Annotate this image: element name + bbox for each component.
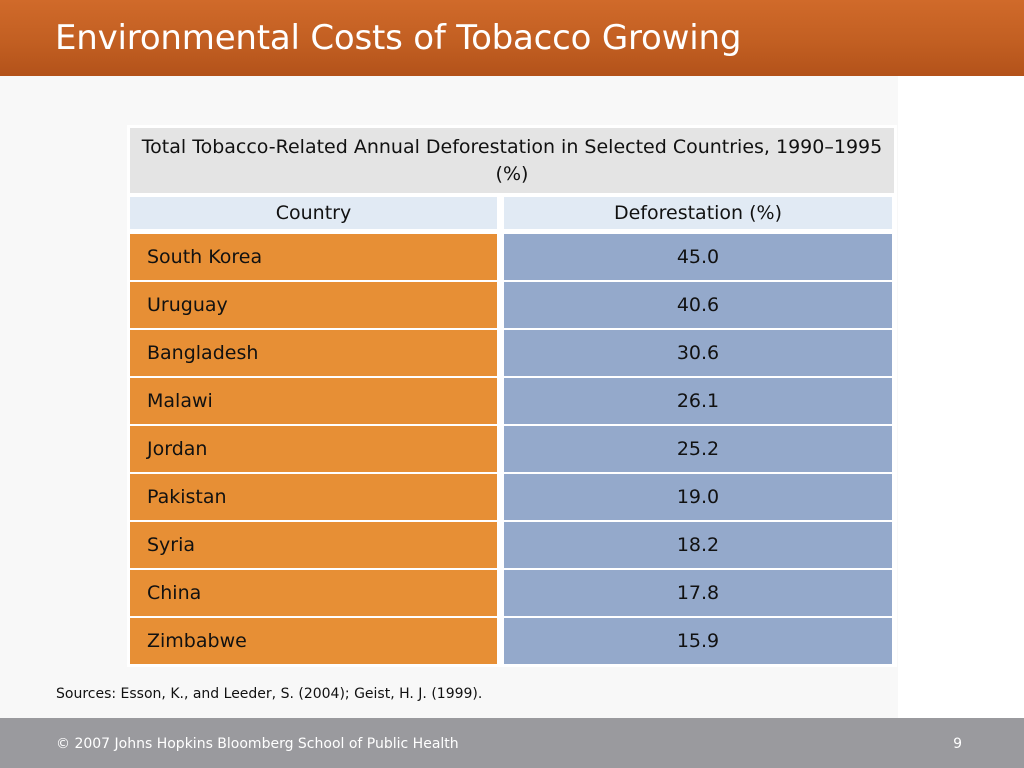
table-row: Malawi 26.1 xyxy=(127,378,897,424)
table-row: China 17.8 xyxy=(127,570,897,616)
deforestation-value-cell: 15.9 xyxy=(504,618,892,664)
table-row: Pakistan 19.0 xyxy=(127,474,897,520)
deforestation-value-cell: 18.2 xyxy=(504,522,892,568)
country-cell: Malawi xyxy=(130,378,497,424)
table-row: Jordan 25.2 xyxy=(127,426,897,472)
country-cell: Uruguay xyxy=(130,282,497,328)
deforestation-table: Total Tobacco-Related Annual Deforestati… xyxy=(127,125,897,667)
header-country: Country xyxy=(130,197,497,229)
table-row: Zimbabwe 15.9 xyxy=(127,618,897,664)
slide-title: Environmental Costs of Tobacco Growing xyxy=(55,18,742,58)
country-cell: Syria xyxy=(130,522,497,568)
deforestation-value-cell: 19.0 xyxy=(504,474,892,520)
header-deforestation: Deforestation (%) xyxy=(504,197,892,229)
footer-bar: © 2007 Johns Hopkins Bloomberg School of… xyxy=(0,718,1024,768)
table-caption: Total Tobacco-Related Annual Deforestati… xyxy=(130,128,894,193)
deforestation-value-cell: 25.2 xyxy=(504,426,892,472)
table-row: Bangladesh 30.6 xyxy=(127,330,897,376)
copyright-text: © 2007 Johns Hopkins Bloomberg School of… xyxy=(56,736,459,752)
page-number: 9 xyxy=(953,736,962,752)
table-row: Syria 18.2 xyxy=(127,522,897,568)
country-cell: Zimbabwe xyxy=(130,618,497,664)
deforestation-value-cell: 26.1 xyxy=(504,378,892,424)
deforestation-value-cell: 17.8 xyxy=(504,570,892,616)
title-bar: Environmental Costs of Tobacco Growing xyxy=(0,0,1024,76)
country-cell: South Korea xyxy=(130,234,497,280)
deforestation-value-cell: 45.0 xyxy=(504,234,892,280)
country-cell: Pakistan xyxy=(130,474,497,520)
deforestation-value-cell: 30.6 xyxy=(504,330,892,376)
table-row: South Korea 45.0 xyxy=(127,234,897,280)
sources-note: Sources: Esson, K., and Leeder, S. (2004… xyxy=(56,686,483,702)
country-cell: China xyxy=(130,570,497,616)
country-cell: Jordan xyxy=(130,426,497,472)
deforestation-value-cell: 40.6 xyxy=(504,282,892,328)
country-cell: Bangladesh xyxy=(130,330,497,376)
table-row: Uruguay 40.6 xyxy=(127,282,897,328)
